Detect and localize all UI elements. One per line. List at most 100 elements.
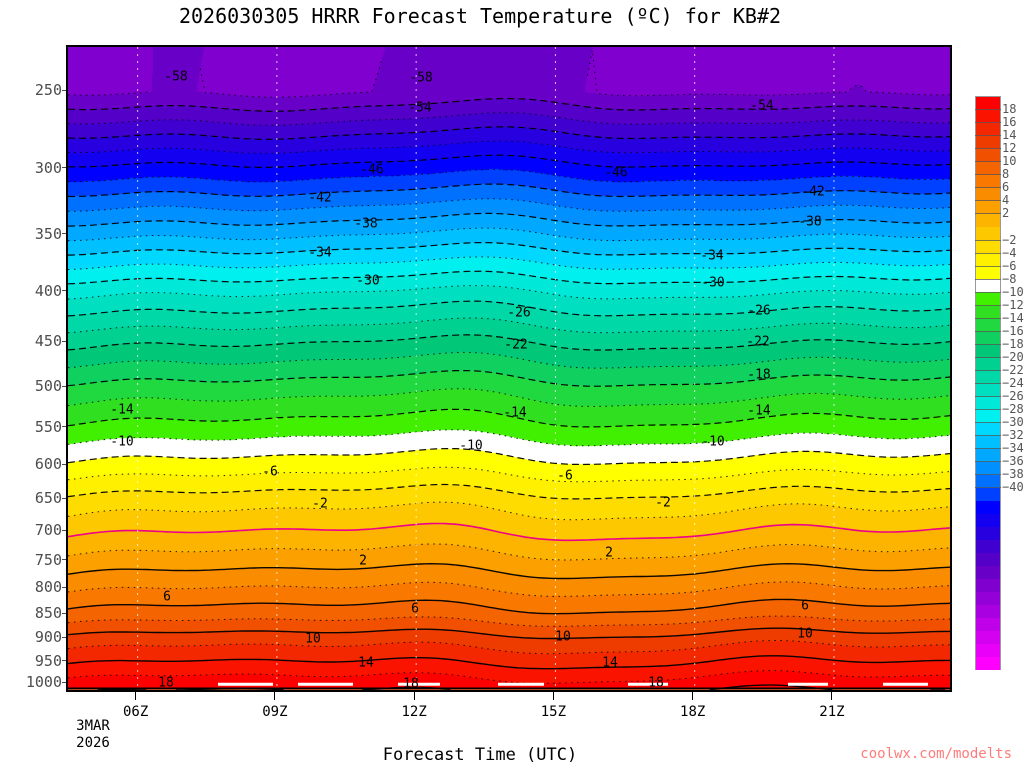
colorbar-segment [976,266,1000,280]
colorbar-tick [975,265,1001,267]
x-axis-tick-label: 06Z [122,704,149,720]
colorbar-segment [976,149,1000,163]
colorbar-segment [976,461,1000,475]
colorbar-segment [976,553,1000,567]
colorbar-tick-label: 16 [1002,115,1017,130]
y-axis-tick [62,529,67,531]
colorbar-tick-label: −36 [1002,454,1024,469]
colorbar-tick-label: −8 [1002,271,1017,286]
colorbar-tick [975,187,1001,189]
contour-label: -46 [604,165,628,181]
colorbar-tick-label: −20 [1002,349,1024,364]
contour-label: -46 [360,162,384,178]
y-axis-tick-label: 600 [34,455,62,474]
colorbar-tick [975,435,1001,437]
colorbar-tick-label: 12 [1002,141,1017,156]
colorbar-ticks: 18 16 14 12 10 8 6 4 2 −2 −4 −6 −8 −10 −12 −14 −16 −18 −20… [975,96,1024,670]
colorbar-segment [976,357,1000,371]
colorbar-segment [976,305,1000,319]
colorbar-tick-label: −14 [1002,310,1024,325]
colorbar-tick [975,239,1001,241]
contour-label: -26 [747,303,771,319]
y-axis-tick [62,636,67,638]
contour-label: -14 [747,403,771,419]
colorbar-tick-label: −12 [1002,297,1024,312]
y-axis-tick-label: 350 [34,224,62,243]
colorbar-tick-label: 4 [1002,193,1010,208]
y-axis-tick-label: 250 [34,81,62,100]
colorbar-tick-label: −38 [1002,467,1024,482]
colorbar-tick-label: −6 [1002,258,1017,273]
colorbar-segment [976,618,1000,632]
contour-label: -6 [262,464,278,480]
colorbar-tick [975,461,1001,463]
colorbar-tick-label: −34 [1002,441,1024,456]
colorbar-tick-label: −24 [1002,376,1024,390]
colorbar-segment [976,514,1000,528]
contour-label: -22 [504,337,528,353]
colorbar-segment [976,605,1000,619]
colorbar-segment [976,435,1000,449]
colorbar-segment [976,383,1000,397]
colorbar-tick [975,148,1001,150]
contour-label: -58 [409,70,433,86]
x-axis-tick [692,692,694,700]
y-axis-tick-label: 750 [34,550,62,569]
colorbar-segment [976,579,1000,593]
y-axis-tick [62,559,67,561]
colorbar-tick-label: 18 [1002,102,1017,117]
colorbar-tick [975,396,1001,398]
contour-label: -34 [700,248,724,264]
colorbar-tick-label: −30 [1002,415,1024,430]
y-axis-tick [62,426,67,428]
contour-label: 6 [411,601,419,617]
colorbar-tick [975,291,1001,293]
contour-label: -54 [750,98,774,114]
colorbar-segment [976,631,1000,645]
x-axis-tick-label: 18Z [680,704,706,720]
date-stamp-year: 2026 [76,735,110,751]
y-axis-tick-label: 450 [34,332,62,351]
contour-label: -34 [308,245,332,261]
contour-label: 18 [648,675,664,691]
colorbar-tick [975,252,1001,254]
colorbar-segment [976,279,1000,293]
colorbar-tick [975,448,1001,450]
y-axis-tick [62,167,67,169]
colorbar-segment [976,331,1000,345]
colorbar-tick [975,343,1001,345]
contour-overlay: -58 -58 -54 -54 -46 -46 -42 -42 -38 -38 -34 -34 -30 -… [68,47,950,690]
y-axis-tick [62,660,67,662]
x-axis-tick [552,692,554,700]
colorbar-segment [976,370,1000,384]
colorbar-segment [976,448,1000,462]
colorbar-segment [976,240,1000,254]
colorbar-tick-label: −10 [1002,284,1024,299]
colorbar-tick [975,304,1001,306]
x-axis-tick [831,692,833,700]
colorbar-tick-label: −40 [1002,480,1024,495]
y-axis-tick-label: 650 [34,489,62,508]
colorbar-segment [976,527,1000,541]
colorbar-segment [976,500,1000,514]
contour-label: -10 [110,434,134,450]
colorbar-segment [976,344,1000,358]
colorbar-segment [976,162,1000,176]
colorbar-segment [976,540,1000,554]
contour-label: -54 [408,100,432,116]
contour-label: 2 [359,553,367,569]
x-axis-tick [135,692,137,700]
x-axis-tick-label: 21Z [819,704,845,720]
contour-label: 10 [305,631,321,647]
y-axis: 250 300 350 400 450 500 550 600 650 700 750 800 850 9… [0,45,67,692]
y-axis-tick [62,497,67,499]
colorbar-segment [976,474,1000,488]
colorbar-segment [976,487,1000,501]
colorbar-segment [976,136,1000,150]
contour-label: 6 [801,598,809,614]
colorbar-tick [975,383,1001,384]
colorbar-segment [976,253,1000,267]
colorbar-segment [976,123,1000,137]
y-axis-tick [62,233,67,235]
y-axis-tick [62,385,67,387]
